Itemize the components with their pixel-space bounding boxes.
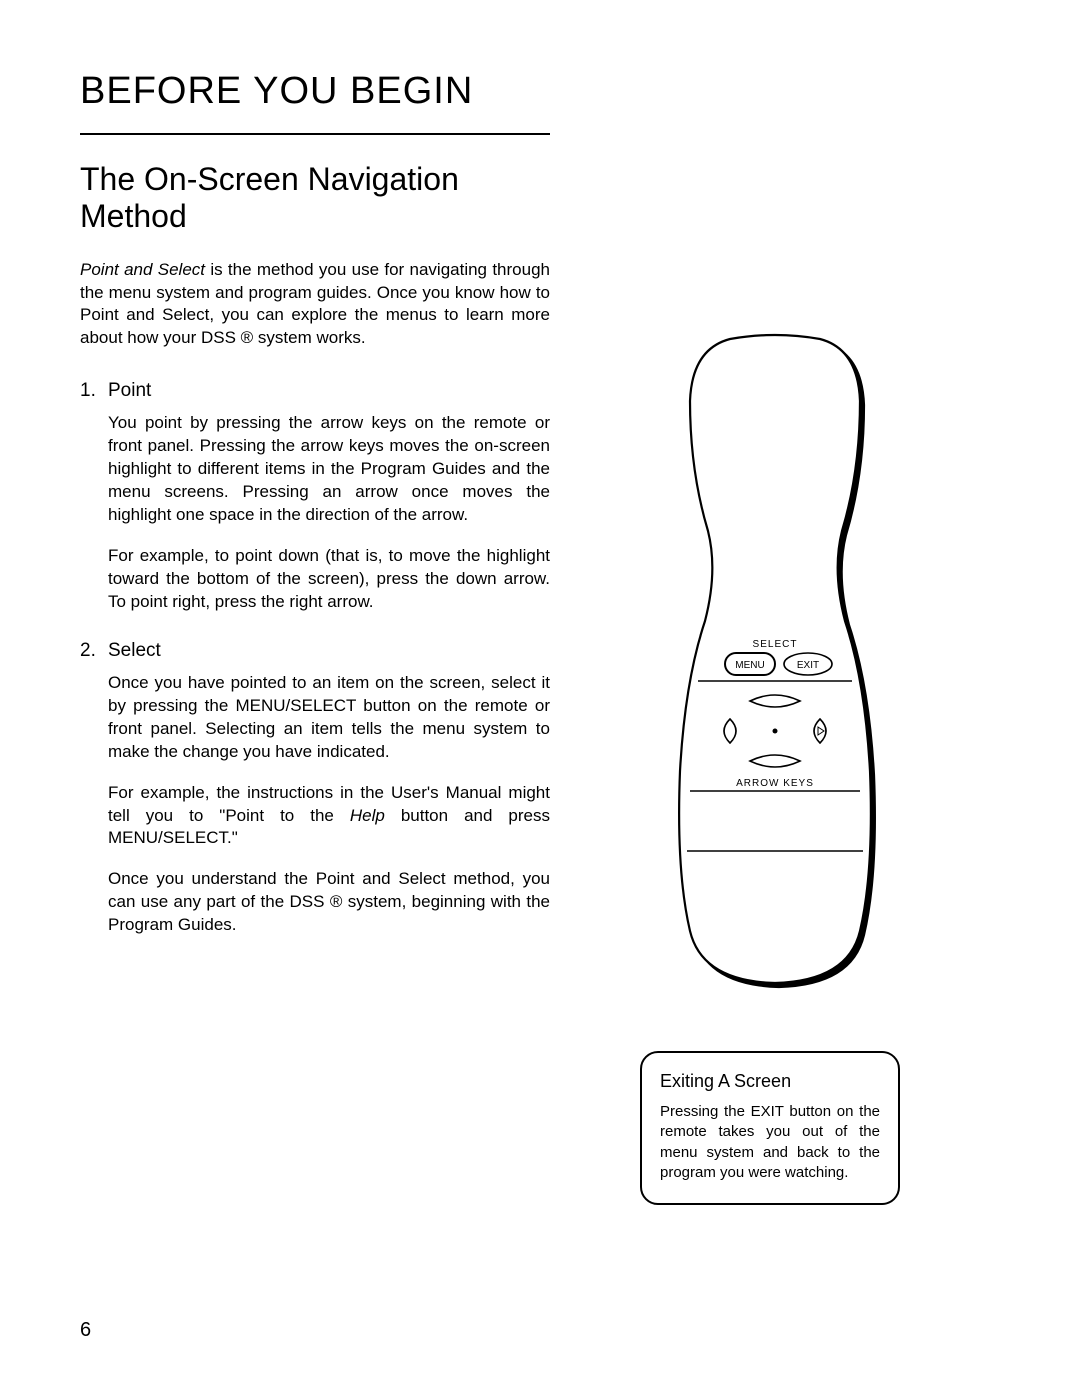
exit-button-label: EXIT [797, 660, 819, 671]
list-heading: Point [108, 380, 550, 402]
select-label: SELECT [753, 639, 798, 650]
intro-paragraph: Point and Select is the method you use f… [80, 259, 550, 351]
list-paragraph: Once you understand the Point and Select… [108, 868, 550, 937]
content-columns: The On-Screen Navigation Method Point an… [80, 161, 1000, 963]
title-rule [80, 133, 550, 135]
list-paragraph: For example, the instructions in the Use… [108, 782, 550, 851]
text-column: The On-Screen Navigation Method Point an… [80, 161, 550, 963]
list-body: Select Once you have pointed to an item … [108, 640, 550, 955]
remote-outline [679, 335, 871, 983]
intro-lead: Point and Select [80, 260, 205, 279]
remote-illustration: SELECT MENU EXIT [660, 331, 890, 991]
list-heading: Select [108, 640, 550, 662]
manual-page: BEFORE YOU BEGIN The On-Screen Navigatio… [0, 0, 1080, 1397]
remote-svg: SELECT MENU EXIT [660, 331, 890, 991]
list-item: 1. Point You point by pressing the arrow… [80, 380, 550, 632]
illustration-column: SELECT MENU EXIT [550, 161, 1000, 963]
arrow-keys-label: ARROW KEYS [736, 778, 814, 789]
list-body: Point You point by pressing the arrow ke… [108, 380, 550, 632]
list-item: 2. Select Once you have pointed to an it… [80, 640, 550, 955]
menu-button-label: MENU [735, 660, 764, 671]
list-number: 1. [80, 380, 108, 632]
section-subtitle: The On-Screen Navigation Method [80, 161, 550, 235]
arrow-center-dot [773, 729, 778, 734]
list-paragraph: For example, to point down (that is, to … [108, 545, 550, 614]
page-title: BEFORE YOU BEGIN [80, 70, 1000, 113]
numbered-list: 1. Point You point by pressing the arrow… [80, 380, 550, 955]
page-number: 6 [80, 1319, 91, 1342]
sidebar-title: Exiting A Screen [660, 1071, 880, 1092]
sidebar-box: Exiting A Screen Pressing the EXIT butto… [640, 1051, 900, 1205]
sidebar-text: Pressing the EXIT button on the remote t… [660, 1102, 880, 1183]
para-italic: Help [350, 806, 385, 825]
list-paragraph: You point by pressing the arrow keys on … [108, 412, 550, 527]
list-number: 2. [80, 640, 108, 955]
list-paragraph: Once you have pointed to an item on the … [108, 672, 550, 764]
